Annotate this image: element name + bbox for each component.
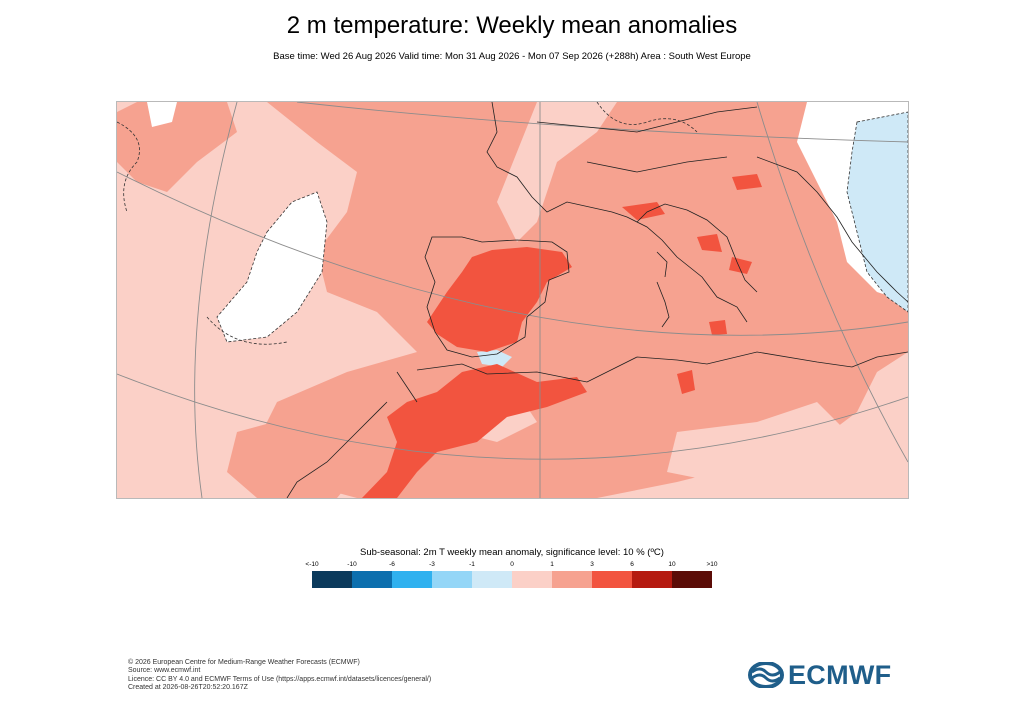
legend-tick: >10 <box>706 561 718 568</box>
legend-tick: 10 <box>668 561 676 568</box>
legend-swatch <box>672 571 712 588</box>
legend-swatch <box>352 571 392 588</box>
footer-credits: © 2026 European Centre for Medium-Range … <box>128 659 431 692</box>
anomaly-map <box>116 101 909 499</box>
anomaly-region-salmon-southwest <box>227 402 367 498</box>
graticule <box>117 102 908 498</box>
legend-swatch <box>592 571 632 588</box>
legend-swatch <box>512 571 552 588</box>
anomaly-region-red-sicily <box>709 320 727 335</box>
anomaly-region-red-morocco <box>362 364 587 498</box>
legend-tick: 0 <box>510 561 514 568</box>
anomaly-region-salmon-west <box>117 102 237 192</box>
footer-licence: Licence: CC BY 4.0 and ECMWF Terms of Us… <box>128 675 432 683</box>
anomaly-region-light-north <box>497 102 617 242</box>
legend-swatch <box>552 571 592 588</box>
legend-swatch <box>312 571 352 588</box>
chart-subtitle: Base time: Wed 26 Aug 2026 Valid time: M… <box>273 51 751 62</box>
legend-tick: -6 <box>389 561 395 568</box>
legend-tick: -1 <box>469 561 475 568</box>
anomaly-region-red-tyrrhenian <box>729 257 752 274</box>
anomaly-region-red-france <box>622 202 665 220</box>
legend-swatch <box>472 571 512 588</box>
legend-tick: -3 <box>429 561 435 568</box>
footer-copyright: © 2026 European Centre for Medium-Range … <box>128 659 360 666</box>
anomaly-region-red-balkans <box>732 174 762 190</box>
legend-swatch <box>632 571 672 588</box>
legend-swatch <box>392 571 432 588</box>
anomaly-region-red-iberia <box>427 247 572 352</box>
significance-contours <box>117 102 698 345</box>
anomaly-region-red-tunisia <box>677 370 695 394</box>
ecmwf-logo: ECMWF <box>748 660 891 690</box>
anomaly-region-blue-gibraltar <box>477 350 512 367</box>
legend-tick: 1 <box>550 561 554 568</box>
legend-tick: -10 <box>347 561 357 568</box>
anomaly-region-blue-balkans <box>846 111 908 313</box>
anomaly-region-white-northwest <box>147 102 177 127</box>
legend-tick: <-10 <box>305 561 319 568</box>
coastlines <box>286 102 908 498</box>
legend-ticks: <-10 -10 -6 -3 -1 0 1 3 6 10 >10 <box>305 561 717 571</box>
footer-created: Created at 2026-08-26T20:52:20.167Z <box>128 683 248 691</box>
legend-swatch <box>432 571 472 588</box>
map-svg <box>117 102 908 498</box>
anomaly-region-light-africa <box>667 402 847 482</box>
anomaly-region-white-atlantic <box>216 191 328 343</box>
ecmwf-logo-text: ECMWF <box>788 659 892 690</box>
chart-title: 2 m temperature: Weekly mean anomalies <box>286 12 738 39</box>
legend-tick: 6 <box>630 561 634 568</box>
ecmwf-logo-icon <box>748 662 784 688</box>
anomaly-region-red-italy <box>697 234 722 252</box>
legend-colorbar <box>312 571 712 588</box>
footer-source: Source: www.ecmwf.int <box>128 667 201 675</box>
legend-tick: 3 <box>590 561 594 568</box>
legend-title: Sub-seasonal: 2m T weekly mean anomaly, … <box>360 547 664 558</box>
